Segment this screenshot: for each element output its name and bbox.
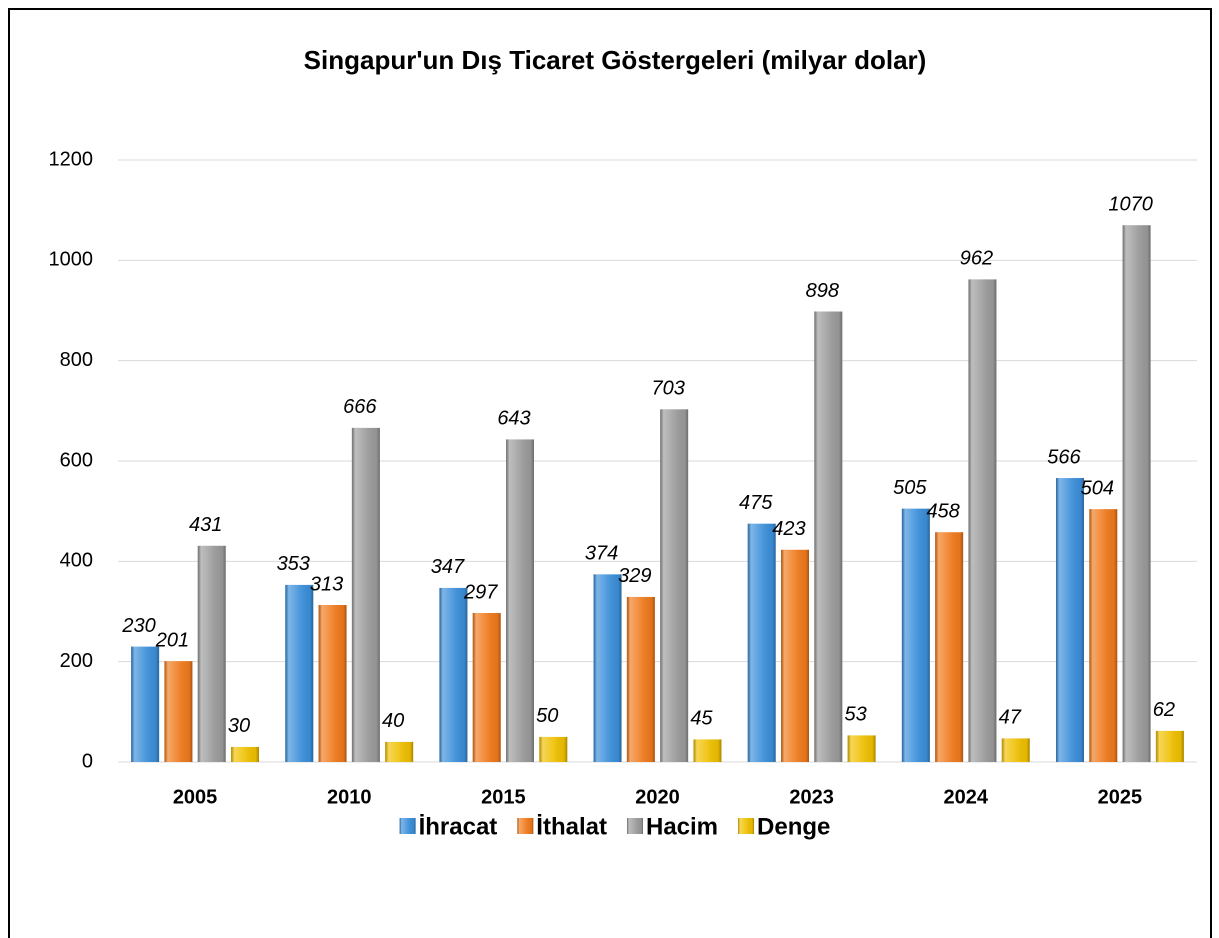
x-tick-label: 2023	[789, 786, 834, 808]
bar	[351, 427, 380, 762]
data-label: 53	[844, 704, 866, 726]
bar	[593, 574, 622, 762]
legend-swatch-highlight	[626, 818, 643, 834]
bar	[693, 739, 722, 762]
bar	[747, 523, 776, 762]
y-tick-label: 0	[82, 750, 93, 772]
x-tick-label: 2024	[944, 786, 989, 808]
data-label: 230	[121, 615, 155, 637]
bar	[901, 508, 930, 762]
bar	[935, 532, 964, 762]
bar	[539, 736, 568, 762]
data-label: 353	[277, 553, 310, 575]
data-label: 1070	[1108, 193, 1153, 215]
data-label: 47	[999, 707, 1022, 729]
data-label: 898	[806, 280, 839, 302]
data-label: 431	[189, 514, 222, 536]
data-label: 666	[343, 396, 377, 418]
data-label: 643	[497, 408, 530, 430]
bar	[439, 587, 468, 762]
bar	[1055, 478, 1084, 762]
data-label: 62	[1153, 699, 1175, 721]
data-label: 297	[463, 581, 498, 603]
bar	[231, 746, 260, 762]
bar	[1089, 509, 1118, 762]
data-label: 313	[310, 573, 343, 595]
data-label: 703	[651, 378, 684, 400]
bar	[285, 584, 314, 762]
bar	[506, 439, 535, 762]
data-label: 962	[960, 248, 993, 270]
bar	[472, 613, 501, 762]
x-tick-label: 2005	[173, 786, 218, 808]
bar	[660, 409, 689, 762]
bar	[968, 279, 997, 762]
data-label: 504	[1081, 477, 1114, 499]
legend-label: İthalat	[536, 813, 607, 840]
legend-swatch-highlight	[517, 818, 534, 834]
bar	[780, 549, 809, 762]
y-tick-label: 1000	[49, 249, 94, 271]
data-label: 423	[772, 518, 805, 540]
bar	[131, 646, 160, 762]
data-label: 347	[431, 556, 465, 578]
y-tick-label: 200	[60, 650, 93, 672]
bar	[318, 604, 347, 762]
x-tick-label: 2010	[327, 786, 372, 808]
bar	[197, 545, 226, 762]
x-tick-label: 2020	[635, 786, 680, 808]
bar	[814, 311, 843, 762]
y-tick-label: 400	[60, 550, 93, 572]
legend-label: Denge	[757, 813, 830, 840]
chart-border	[8, 8, 1212, 938]
data-label: 374	[585, 543, 618, 565]
bar	[847, 735, 876, 762]
data-label: 45	[690, 708, 713, 730]
bar	[164, 661, 193, 762]
legend-swatch-highlight	[399, 818, 416, 834]
legend-label: İhracat	[419, 813, 498, 840]
bar	[1122, 225, 1151, 762]
legend-swatch-highlight	[738, 818, 755, 834]
bar	[1155, 730, 1184, 762]
bar	[385, 741, 414, 762]
x-tick-label: 2015	[481, 786, 526, 808]
data-label: 458	[926, 501, 959, 523]
chart-title: Singapur'un Dış Ticaret Göstergeleri (mi…	[304, 45, 927, 75]
legend-label: Hacim	[646, 813, 718, 840]
data-label: 505	[893, 477, 927, 499]
data-label: 30	[228, 715, 250, 737]
y-tick-label: 600	[60, 449, 93, 471]
data-label: 475	[739, 492, 773, 514]
y-tick-label: 1200	[49, 148, 94, 170]
data-label: 50	[536, 705, 558, 727]
bar	[626, 596, 655, 762]
data-label: 566	[1047, 446, 1081, 468]
bar	[1001, 738, 1030, 762]
y-tick-label: 800	[60, 349, 93, 371]
data-label: 40	[382, 710, 404, 732]
data-label: 329	[618, 565, 651, 587]
x-tick-label: 2025	[1098, 786, 1143, 808]
data-label: 201	[155, 629, 189, 651]
